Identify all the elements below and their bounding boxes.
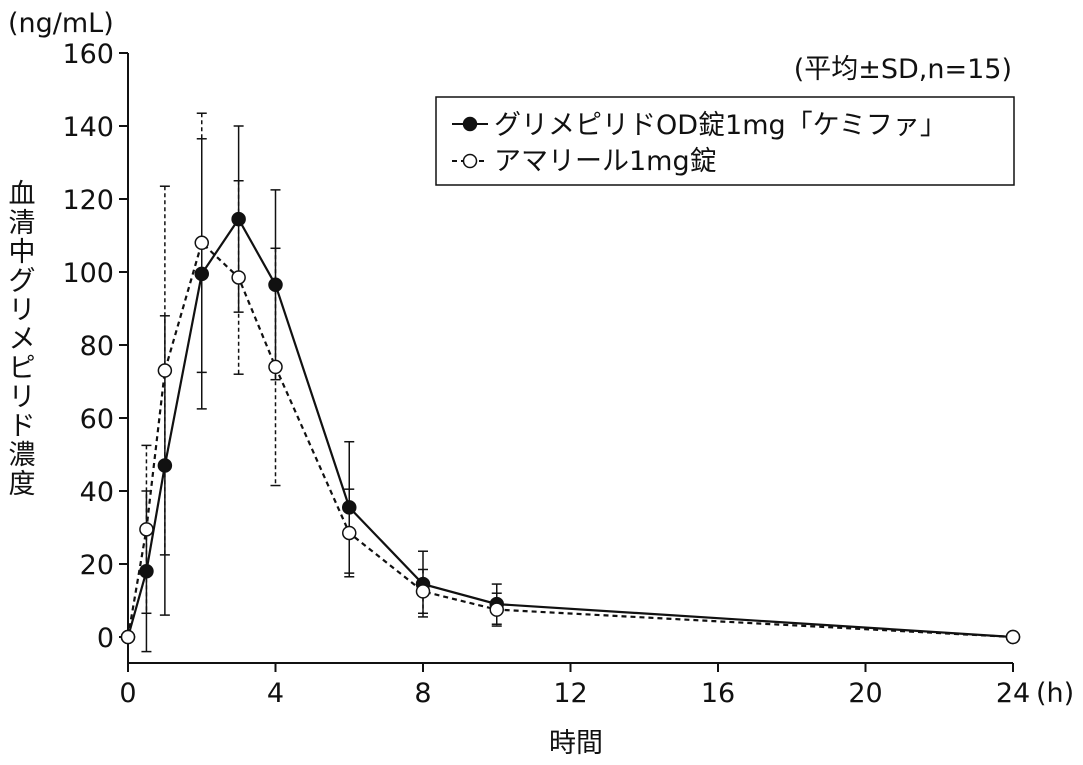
legend-marker-series-2 <box>462 153 478 169</box>
data-point-series-2 <box>194 235 209 251</box>
series-lines <box>126 217 1014 639</box>
y-axis-title-char: ド <box>8 411 36 442</box>
series-line-2 <box>126 240 1014 639</box>
y-tick-label: 140 <box>62 112 114 143</box>
data-markers <box>120 211 1021 645</box>
y-tick-label: 40 <box>80 477 114 508</box>
data-point-series-2 <box>415 584 431 599</box>
x-tick-label: 20 <box>848 678 882 709</box>
y-tick-label: 60 <box>80 404 114 435</box>
y-axis-title-char: メ <box>8 324 36 355</box>
axes: 0 20 40 60 80 100 120 140 160 0 4 8 12 16 20 24 <box>62 39 1030 709</box>
x-tick-label: 8 <box>414 678 431 709</box>
x-tick-label: 24 <box>996 678 1030 709</box>
x-tick-label: 4 <box>267 678 284 709</box>
legend-label-series-1: グリメピリドOD錠1mg「ケミファ」 <box>494 110 947 141</box>
y-tick-label: 0 <box>97 623 114 654</box>
legend-marker-series-1 <box>462 116 478 132</box>
y-tick-label: 160 <box>62 39 114 70</box>
x-tick-label: 16 <box>701 678 735 709</box>
data-point-series-2 <box>157 363 173 378</box>
y-tick-label: 100 <box>62 258 114 289</box>
legend-box <box>435 96 1015 186</box>
data-point-series-1 <box>194 266 209 282</box>
y-axis-title-char: 清 <box>8 208 36 239</box>
data-point-series-2 <box>268 359 283 375</box>
x-axis-title: 時間 <box>549 728 603 759</box>
data-point-series-2 <box>1005 629 1021 645</box>
legend-label-series-2: アマリール1mg錠 <box>494 146 717 177</box>
error-bars <box>141 112 502 653</box>
x-unit-label: (h) <box>1036 678 1074 709</box>
data-point-series-1 <box>157 458 173 473</box>
stat-note: (平均±SD,n=15) <box>794 54 1012 85</box>
series-line-1 <box>126 217 1014 639</box>
data-point-series-2 <box>489 602 504 617</box>
y-axis-title-char: ピ <box>8 353 36 384</box>
data-point-series-1 <box>342 500 357 515</box>
data-point-series-1 <box>268 277 283 293</box>
data-point-series-1 <box>231 211 246 227</box>
y-axis-title: 血清中グリメピリド濃度 <box>4 180 40 499</box>
x-tick-label: 0 <box>119 678 136 709</box>
y-axis-title-char: 血 <box>8 179 36 210</box>
data-point-series-2 <box>342 525 357 541</box>
y-axis-title-char: リ <box>8 382 36 413</box>
legend-item-series-1: グリメピリドOD錠1mg「ケミファ」 <box>452 110 947 141</box>
data-point-series-1 <box>139 564 154 579</box>
y-axis-title-char: 濃 <box>8 440 36 471</box>
y-tick-label: 120 <box>62 185 114 216</box>
y-tick-label: 20 <box>80 550 114 581</box>
data-point-series-2 <box>120 629 136 645</box>
x-tick-label: 12 <box>553 678 587 709</box>
y-axis-title-char: 中 <box>8 237 36 268</box>
y-tick-label: 80 <box>80 331 114 362</box>
y-axis-title-char: 度 <box>8 469 36 500</box>
data-point-series-2 <box>139 522 154 537</box>
y-unit-label: (ng/mL) <box>8 8 114 39</box>
y-axis-title-char: リ <box>8 295 36 326</box>
data-point-series-2 <box>231 270 246 285</box>
y-axis-title-char: グ <box>8 266 36 297</box>
legend-item-series-2: アマリール1mg錠 <box>452 146 717 177</box>
legend: グリメピリドOD錠1mg「ケミファ」 アマリール1mg錠 <box>435 96 1015 186</box>
